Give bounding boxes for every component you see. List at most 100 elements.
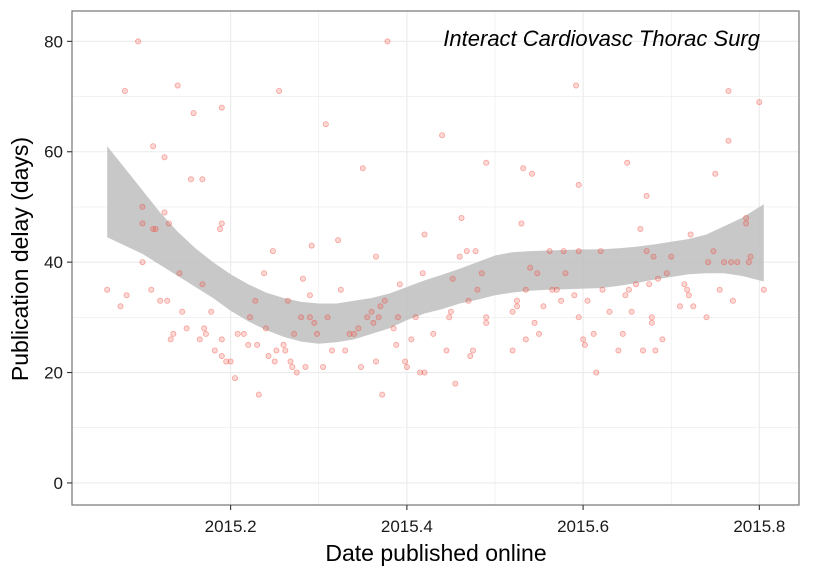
data-point [743, 214, 750, 221]
data-point [677, 303, 684, 310]
data-point [342, 347, 349, 354]
data-point [201, 325, 208, 332]
data-point [652, 347, 659, 354]
data-point [728, 259, 735, 266]
data-point [104, 286, 111, 293]
data-point [483, 314, 490, 321]
data-point [643, 248, 650, 255]
data-point [208, 308, 215, 315]
data-point [284, 297, 291, 304]
data-point [571, 292, 578, 299]
data-point [467, 352, 474, 359]
data-point [216, 225, 223, 232]
data-point [514, 303, 521, 310]
data-point [756, 99, 763, 106]
data-point [302, 363, 309, 370]
data-point [152, 225, 159, 232]
data-point [164, 297, 171, 304]
data-point [393, 341, 400, 348]
data-point [176, 270, 183, 277]
data-point [121, 88, 128, 95]
data-point [590, 330, 597, 337]
data-point [648, 319, 655, 326]
data-point [633, 281, 640, 288]
data-point [646, 281, 653, 288]
data-point [148, 286, 155, 293]
data-point [190, 110, 197, 117]
data-point [558, 297, 565, 304]
data-point [637, 225, 644, 232]
data-point [684, 286, 691, 293]
data-point [287, 358, 294, 365]
data-point [359, 165, 366, 172]
data-point [540, 303, 547, 310]
data-point [403, 363, 410, 370]
data-point [668, 253, 675, 260]
x-axis-title: Date published online [325, 540, 546, 566]
y-axis-title: Publication delay (days) [7, 137, 33, 381]
data-point [439, 132, 446, 139]
x-tick-label: 2015.2 [205, 517, 257, 536]
data-point [562, 270, 569, 277]
data-point [606, 308, 613, 315]
data-point [716, 286, 723, 293]
x-tick-label: 2015.4 [381, 517, 433, 536]
data-point [280, 341, 287, 348]
data-point [271, 358, 278, 365]
data-point [196, 336, 203, 343]
data-point [449, 275, 456, 282]
data-point [346, 330, 353, 337]
data-point [743, 220, 750, 227]
data-point [157, 297, 164, 304]
data-point [117, 303, 124, 310]
data-point [581, 341, 588, 348]
data-point [311, 319, 318, 326]
axis-ticks [67, 40, 760, 510]
data-point [298, 314, 305, 321]
data-point [408, 336, 415, 343]
x-tick-label: 2015.6 [557, 517, 609, 536]
data-point [522, 286, 529, 293]
data-point [729, 297, 736, 304]
data-point [687, 231, 694, 238]
data-point [308, 242, 315, 249]
data-point [218, 336, 225, 343]
data-point [165, 220, 172, 227]
data-point [322, 121, 329, 128]
data-point [483, 159, 490, 166]
data-point [368, 308, 375, 315]
data-point [337, 286, 344, 293]
data-point [223, 358, 230, 365]
data-point [306, 292, 313, 299]
data-point [150, 225, 157, 232]
data-point [650, 253, 657, 260]
data-point [527, 264, 534, 271]
data-point [306, 314, 313, 321]
data-point [710, 248, 717, 255]
data-point [622, 292, 629, 299]
data-point [335, 237, 342, 244]
data-point [218, 352, 225, 359]
data-point [245, 341, 252, 348]
data-point [663, 270, 670, 277]
data-point [381, 297, 388, 304]
data-point [573, 82, 580, 89]
data-point [430, 330, 437, 337]
data-point [390, 325, 397, 332]
data-point [599, 286, 606, 293]
data-point [161, 209, 168, 216]
data-point [364, 314, 371, 321]
data-point [478, 270, 485, 277]
data-point [745, 259, 752, 266]
data-points [104, 38, 767, 398]
data-point [377, 303, 384, 310]
data-point [328, 347, 335, 354]
data-point [402, 358, 409, 365]
data-point [452, 380, 459, 387]
data-point [174, 82, 181, 89]
data-point [725, 137, 732, 144]
data-point [593, 369, 600, 376]
data-point [628, 308, 635, 315]
data-point [255, 391, 262, 398]
